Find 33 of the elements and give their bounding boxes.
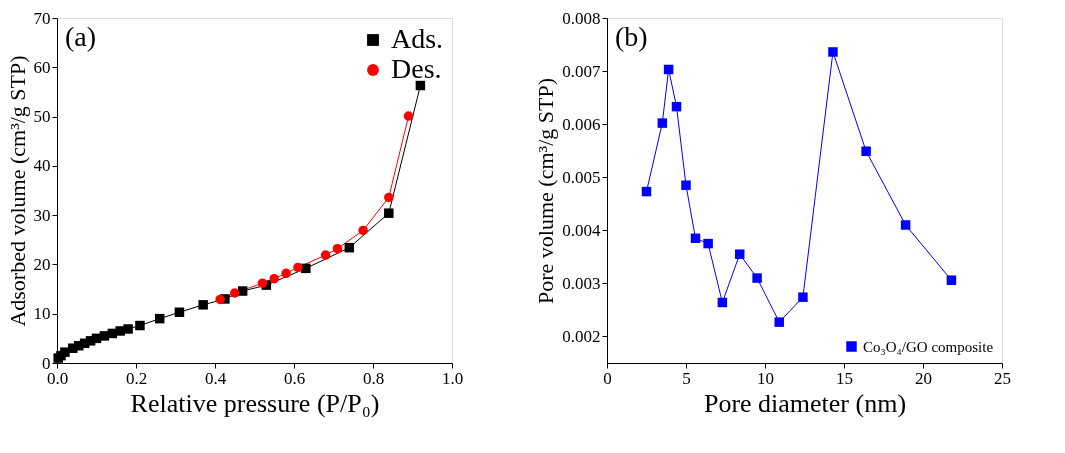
- x-tick-label: 0.6: [283, 368, 306, 388]
- y-axis-title: Adsorbed volume (cm³/g STP): [4, 55, 30, 327]
- y-tick-label: 10: [33, 304, 51, 324]
- y-tick-label: 0.004: [562, 220, 601, 240]
- y-tick-label: 0.003: [562, 273, 601, 293]
- x-tick-label: 25: [994, 368, 1011, 388]
- y-tick-label: 0.002: [562, 326, 601, 346]
- x-tick-label: 1.0: [441, 368, 464, 388]
- x-tick-label: 0.2: [125, 368, 148, 388]
- y-tick-label: 70: [33, 8, 51, 28]
- y-tick-label: 40: [33, 156, 51, 176]
- y-tick-label: 0.006: [562, 114, 601, 134]
- x-tick-label: 20: [915, 368, 932, 388]
- x-tick-label: 15: [836, 368, 853, 388]
- y-tick-label: 60: [33, 57, 51, 77]
- annotation: (a): [65, 21, 97, 52]
- y-tick-label: 0.007: [562, 61, 601, 81]
- annotation: (b): [615, 21, 648, 52]
- x-tick-label: 5: [682, 368, 691, 388]
- legend-label: Co₃O₄/GO composite: [863, 338, 994, 355]
- legend-label: Ads.: [391, 23, 444, 54]
- y-tick-label: 50: [33, 107, 51, 127]
- y-axis-title: Pore volume (cm³/g STP): [533, 78, 559, 304]
- x-axis-title: Pore diameter (nm): [703, 388, 907, 418]
- y-tick-label: 30: [33, 205, 51, 225]
- y-tick-label: 0.008: [562, 8, 601, 28]
- x-tick-label: 0.4: [204, 368, 227, 388]
- legend-label: Des.: [391, 53, 442, 84]
- x-tick-label: 0.8: [362, 368, 385, 388]
- y-tick-label: 0.005: [562, 167, 601, 187]
- y-tick-label: 20: [33, 254, 51, 274]
- x-axis-title: Relative pressure (P/P₀): [130, 388, 380, 418]
- x-tick-label: 10: [757, 368, 774, 388]
